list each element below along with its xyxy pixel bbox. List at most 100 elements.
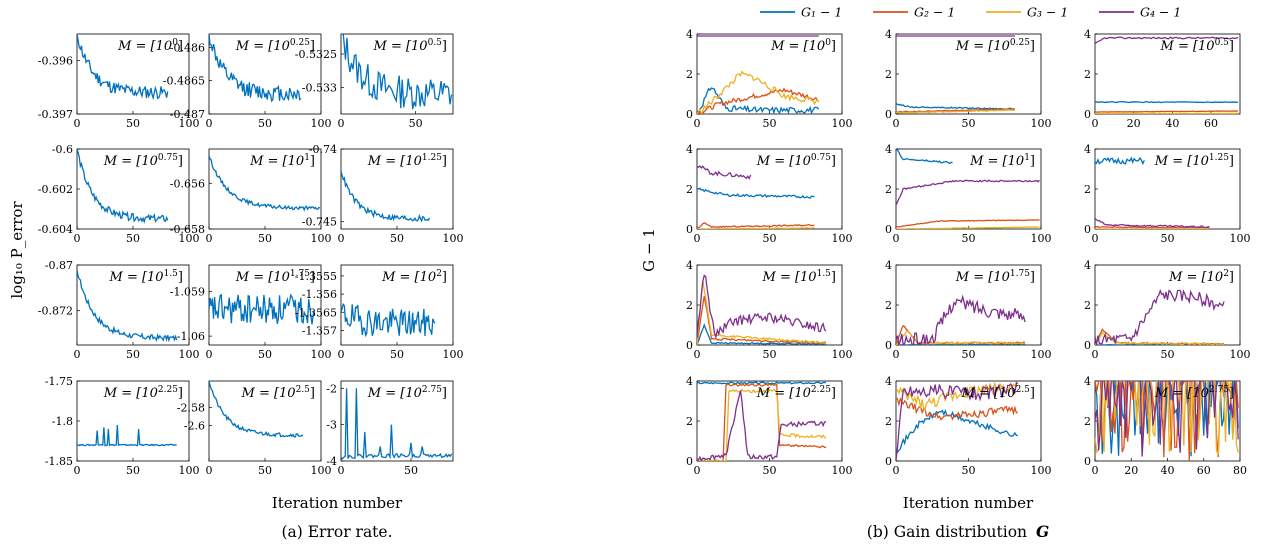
y-tick-label: 0 bbox=[686, 223, 693, 236]
x-tick-label: 0 bbox=[74, 117, 81, 130]
y-tick-label: 2 bbox=[1084, 299, 1091, 312]
panel-m-label: M = [101.5] bbox=[109, 269, 184, 285]
panel-m-label: M = [102.5] bbox=[241, 385, 316, 401]
error-rate-line bbox=[209, 155, 321, 212]
x-tick-label: 100 bbox=[1230, 232, 1251, 245]
legend-label: G₄ − 1 bbox=[1140, 5, 1181, 20]
gain-panel: 0 50 100 0 2 4 M = [101] bbox=[885, 143, 1052, 245]
y-tick-label: -1.06 bbox=[177, 330, 205, 343]
legend-label: G₂ − 1 bbox=[914, 5, 955, 20]
panel-m-label: M = [101.5] bbox=[762, 269, 837, 285]
panel-m-label: M = [101] bbox=[969, 153, 1035, 169]
caption-b: (b) Gain distribution G bbox=[867, 522, 1049, 541]
x-tick-label: 50 bbox=[962, 117, 976, 130]
gain-panel: 0 50 100 0 2 4 M = [101.75] bbox=[885, 259, 1052, 361]
x-tick-label: 100 bbox=[179, 232, 200, 245]
plot-frame bbox=[696, 380, 843, 462]
error-rate-panel: 0 50 100 -1.059 -1.06 M = [101.75] bbox=[170, 264, 332, 361]
y-tick-label: -0.4865 bbox=[163, 75, 205, 88]
y-tick-label: -0.658 bbox=[170, 223, 205, 236]
plot-frame bbox=[208, 33, 322, 115]
error-rate-panel: 0 50 -2 -3 -4 M = [102.75] bbox=[326, 380, 454, 477]
y-tick-label: 4 bbox=[1084, 28, 1091, 41]
x-tick-label: 50 bbox=[763, 117, 777, 130]
plot-frame bbox=[1094, 33, 1241, 115]
x-tick-label: 60 bbox=[1197, 464, 1211, 477]
x-tick-label: 100 bbox=[311, 464, 332, 477]
x-tick-label: 0 bbox=[74, 464, 81, 477]
plot-frame bbox=[76, 33, 190, 115]
y-tick-label: -1.8 bbox=[52, 415, 73, 428]
panel-m-label: M = [102] bbox=[1168, 269, 1234, 285]
gain-panel: 0 50 100 0 2 4 M = [102.5] bbox=[885, 375, 1052, 477]
error-rate-line bbox=[77, 424, 177, 447]
error-rate-panels: 0 50 100 -0.396 -0.397 M = [100] 0 50 100 -0.486 -… bbox=[38, 33, 464, 477]
gain-panel: 0 50 100 0 2 4 M = [100.75] bbox=[686, 143, 853, 245]
x-tick-label: 100 bbox=[1230, 348, 1251, 361]
gain-series-line bbox=[896, 381, 1019, 461]
caption-a: (a) Error rate. bbox=[281, 523, 392, 541]
y-tick-label: 0 bbox=[885, 339, 892, 352]
x-tick-label: 50 bbox=[258, 232, 272, 245]
y-tick-label: 4 bbox=[686, 28, 693, 41]
y-tick-label: 2 bbox=[885, 68, 892, 81]
error-rate-line bbox=[77, 34, 169, 101]
x-tick-label: 100 bbox=[179, 464, 200, 477]
gain-series-line bbox=[896, 149, 953, 165]
y-tick-label: 2 bbox=[1084, 183, 1091, 196]
y-tick-label: -0.87 bbox=[45, 259, 73, 272]
plot-frame bbox=[340, 380, 454, 462]
gain-series-line bbox=[1095, 112, 1239, 114]
error-rate-line bbox=[341, 170, 431, 223]
ylabel-a: log₁₀ P_error bbox=[8, 201, 26, 299]
plot-frame bbox=[340, 33, 454, 115]
x-tick-label: 50 bbox=[126, 464, 140, 477]
gain-series-line bbox=[697, 187, 815, 199]
plot-frame bbox=[895, 148, 1042, 230]
gain-series-line bbox=[896, 397, 1018, 421]
x-tick-label: 50 bbox=[962, 348, 976, 361]
gain-series-line bbox=[697, 388, 827, 461]
plot-frame bbox=[76, 380, 190, 462]
x-tick-label: 0 bbox=[338, 464, 345, 477]
gain-series-line bbox=[896, 219, 1040, 228]
panel-m-label: M = [101.25] bbox=[1154, 153, 1234, 169]
gain-panel: 0 50 100 0 2 4 M = [102] bbox=[1084, 259, 1251, 361]
y-tick-label: -2 bbox=[326, 382, 337, 395]
x-tick-label: 100 bbox=[179, 117, 200, 130]
gain-series-line bbox=[1095, 381, 1239, 457]
gain-panel: 0 20 40 60 80 0 2 4 M = [102.75] bbox=[1084, 375, 1247, 477]
y-tick-label: 4 bbox=[686, 259, 693, 272]
x-tick-label: 0 bbox=[74, 232, 81, 245]
error-rate-panel: 0 50 100 -0.396 -0.397 M = [100] bbox=[38, 33, 200, 130]
x-tick-label: 0 bbox=[206, 117, 213, 130]
x-tick-label: 100 bbox=[1031, 464, 1052, 477]
y-tick-label: -0.533 bbox=[302, 81, 337, 94]
plot-frame bbox=[696, 148, 843, 230]
gain-series-line bbox=[896, 294, 1026, 345]
y-tick-label: -0.5325 bbox=[295, 48, 337, 61]
y-tick-label: -3 bbox=[326, 419, 337, 432]
panel-m-label: M = [102.75] bbox=[1154, 385, 1234, 401]
x-tick-label: 50 bbox=[258, 464, 272, 477]
x-tick-label: 100 bbox=[311, 348, 332, 361]
x-tick-label: 0 bbox=[338, 232, 345, 245]
panel-m-label: M = [100.25] bbox=[955, 38, 1035, 54]
panel-m-label: M = [101.25] bbox=[367, 153, 447, 169]
gain-series-line bbox=[697, 222, 815, 229]
y-tick-label: -1.85 bbox=[45, 455, 73, 468]
gain-panel: 0 50 100 0 2 4 M = [102.25] bbox=[686, 375, 853, 477]
y-tick-label: 0 bbox=[1084, 455, 1091, 468]
x-tick-label: 0 bbox=[893, 464, 900, 477]
caption-b-symbol: G bbox=[1036, 522, 1049, 541]
error-rate-line bbox=[209, 381, 304, 438]
y-tick-label: 0 bbox=[1084, 223, 1091, 236]
x-tick-label: 50 bbox=[763, 464, 777, 477]
x-tick-label: 100 bbox=[311, 232, 332, 245]
y-tick-label: 0 bbox=[686, 108, 693, 121]
plot-frame bbox=[76, 264, 190, 346]
x-tick-label: 20 bbox=[1124, 464, 1138, 477]
panel-m-label: M = [100.25] bbox=[235, 38, 315, 54]
y-tick-label: 4 bbox=[885, 28, 892, 41]
